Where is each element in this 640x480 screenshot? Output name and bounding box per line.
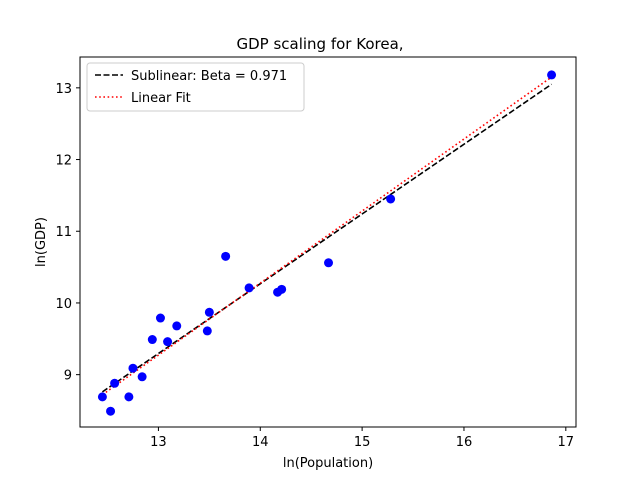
x-tick-label: 16 — [456, 435, 473, 450]
axis-ticks: 13 14 15 16 17 9 10 11 12 13 — [55, 82, 574, 450]
data-point-17 — [386, 194, 396, 204]
data-point-2 — [110, 378, 120, 388]
y-tick-label: 13 — [55, 82, 72, 97]
legend-label-sublinear: Sublinear: Beta = 0.971 — [131, 69, 287, 84]
data-point-12 — [221, 251, 231, 261]
legend-box — [86, 62, 305, 112]
data-point-5 — [137, 372, 147, 382]
y-axis-label: ln(GDP) — [34, 217, 49, 267]
data-point-9 — [172, 321, 182, 331]
legend: Sublinear: Beta = 0.971 Linear Fit — [86, 62, 305, 112]
data-point-11 — [204, 307, 214, 317]
data-point-18 — [547, 70, 557, 80]
data-point-7 — [155, 313, 165, 323]
x-tick-label: 15 — [354, 435, 371, 450]
y-tick-label: 11 — [55, 225, 72, 240]
y-tick-label: 9 — [64, 369, 72, 384]
x-axis-label: ln(Population) — [283, 456, 373, 471]
data-point-6 — [147, 335, 157, 345]
series-line-0 — [101, 83, 553, 393]
y-tick-label: 12 — [55, 154, 72, 169]
plot-frame — [79, 56, 577, 428]
data-point-4 — [128, 363, 138, 373]
data-point-0 — [97, 392, 107, 402]
data-point-8 — [163, 337, 173, 347]
series-line-1 — [101, 76, 553, 396]
legend-label-linear-fit: Linear Fit — [131, 91, 191, 106]
data-point-16 — [324, 258, 334, 268]
data-point-3 — [124, 392, 134, 402]
plot-area — [97, 70, 557, 416]
data-point-1 — [106, 406, 116, 416]
data-point-10 — [202, 326, 212, 336]
y-tick-label: 10 — [55, 297, 72, 312]
x-tick-label: 14 — [252, 435, 269, 450]
x-tick-label: 13 — [150, 435, 167, 450]
x-tick-label: 17 — [558, 435, 575, 450]
data-point-15 — [277, 284, 287, 294]
chart-title: GDP scaling for Korea, — [236, 35, 403, 53]
data-point-13 — [244, 283, 254, 293]
